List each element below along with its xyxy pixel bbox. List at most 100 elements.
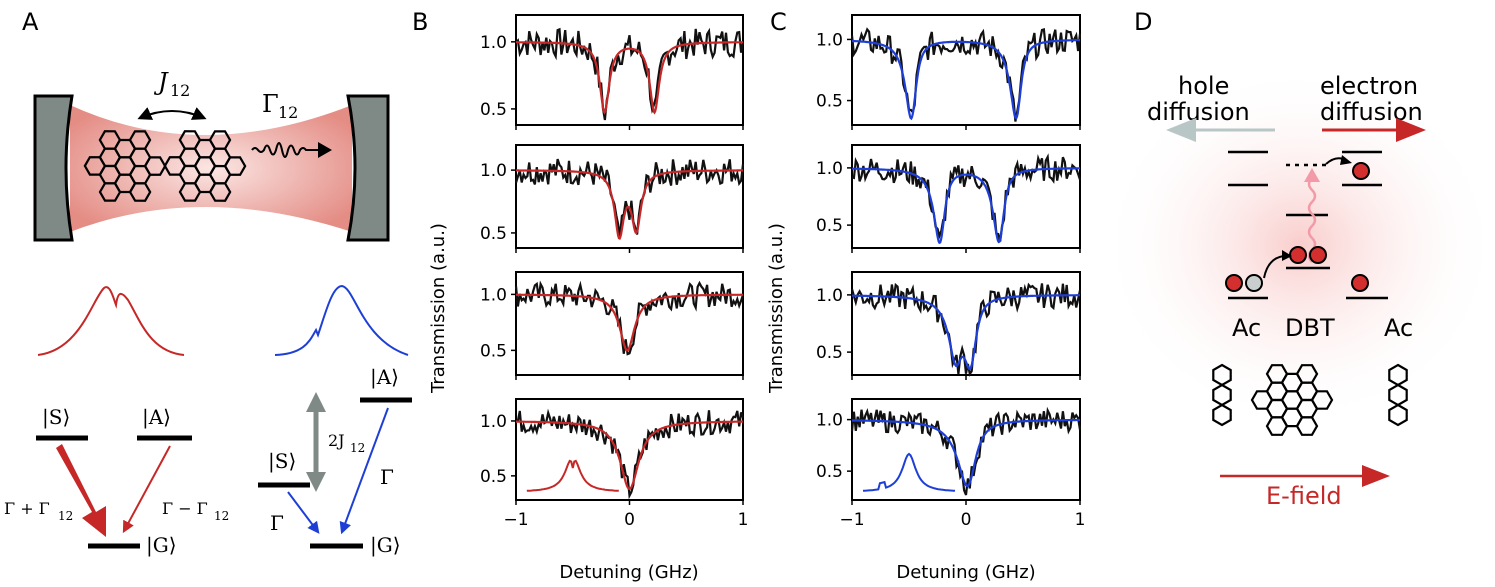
x-tick-label: 0 [961,510,972,530]
right-mirror [346,94,390,242]
fit-series [851,418,1080,488]
y-tick-label: 1.0 [816,30,843,50]
fit-series [852,39,1080,121]
y-tick-label: 0.5 [816,216,843,236]
panel-b: B 0.5 1.0 0.5 1.0 0.5 1.0 0.5 1.0 −1 0 1 Transmiss… [412,8,748,583]
label-g-right: |G⟩ [370,533,401,558]
plot-frame [515,144,744,249]
photon-arrowhead [1304,168,1320,182]
panel-b-letter: B [412,8,428,36]
y-tick-label: 1.0 [816,411,843,431]
decay-label: Γ [262,90,279,118]
decay-arrowhead [318,142,332,158]
y-tick-label: 1.0 [480,161,507,181]
y-tick-label: 1.0 [816,286,843,306]
y-tick-label: 0.5 [480,341,507,361]
transfer-arrow-left [1263,255,1285,279]
electron-dbt-2 [1309,246,1327,264]
gamma-label-long: Γ [380,465,394,489]
electron-arrowhead [1396,118,1426,142]
plot-frame [851,14,1081,126]
electron-ac-right [1351,274,1369,292]
hole-label-1: hole [1178,72,1229,100]
decay-wave [251,142,318,158]
data-series [514,280,745,356]
efield-label: E-field [1266,482,1342,510]
fit-series [852,167,1080,245]
decay-subscript: 12 [278,103,298,122]
fast-decay-arrow [56,444,106,537]
panel-c-ylabel: Transmission (a.u.) [766,223,787,394]
panel-c: C 0.5 1.0 0.5 1.0 0.5 1.0 0.5 1.0 −1 0 1 Transmiss… [766,8,1085,583]
panel-c-letter: C [770,8,787,36]
data-series [851,153,1082,242]
x-tick-label: 1 [738,510,749,530]
panel-b-xlabel: Detuning (GHz) [559,562,698,583]
y-tick-label: 1.0 [480,412,507,432]
fit-series [516,169,743,241]
label-g-left: |G⟩ [146,533,177,558]
blue-decay-long [339,407,389,535]
y-tick-label: 0.5 [480,467,507,487]
dbt-label: DBT [1285,314,1335,342]
plot-frame [515,271,744,376]
antisymmetric-spectrum [274,284,409,356]
electron-label-2: diffusion [1320,98,1423,126]
electron-label-1: electron [1320,72,1418,100]
inset-lineshape [526,459,619,492]
panel-b-ylabel: Transmission (a.u.) [428,223,449,394]
hole-ac-left [1245,274,1263,292]
transfer-arrowhead-right [1340,155,1352,165]
panel-b-plots: 0.5 1.0 0.5 1.0 0.5 1.0 0.5 1.0 −1 0 1 [480,14,749,530]
efield-arrowhead [1362,465,1390,487]
x-tick-label: 0 [624,510,635,530]
coupling-subscript: 12 [170,81,190,100]
transfer-arrowhead-left [1282,250,1292,261]
fit-series [516,293,743,352]
x-tick-label: −1 [503,510,528,530]
panel-c-xlabel: Detuning (GHz) [896,562,1035,583]
x-tick-label: −1 [839,510,864,530]
y-tick-label: 0.5 [816,92,843,112]
rate-plus-label: Γ + Γ [4,499,50,518]
rate-minus-label: Γ − Γ [162,499,208,518]
data-series [850,282,1082,377]
electron-ac-left [1225,274,1243,292]
panel-c-plots: 0.5 1.0 0.5 1.0 0.5 1.0 0.5 1.0 −1 0 1 [816,14,1086,530]
panel-a: A J 12 Γ 12 |S⟩ |A⟩ |G⟩ Γ + Γ 12 Γ [4,8,412,558]
fit-series [516,420,743,491]
ac-right-label: Ac [1384,314,1413,342]
gamma-label-short: Γ [270,511,284,535]
y-tick-label: 1.0 [816,159,843,179]
symmetric-spectrum [37,286,185,356]
rate-minus-sub: 12 [214,509,229,523]
electron-dbt-1 [1289,246,1307,264]
panel-d: D hole diffusion electron diffusion [1100,8,1495,510]
x-tick-label: 1 [1075,510,1086,530]
inset-lineshape [862,452,956,492]
label-a-right: |A⟩ [370,365,399,390]
y-tick-label: 0.5 [480,224,507,244]
left-mirror [33,94,74,242]
splitting-label: 2J [328,431,345,450]
blue-decay-short [287,491,320,534]
panel-d-letter: D [1134,8,1152,36]
cavity-beam [70,105,352,232]
y-tick-label: 0.5 [480,100,507,120]
data-series [515,27,745,121]
hole-arrowhead [1166,118,1196,142]
energy-glow [1100,65,1495,425]
data-series [850,27,1082,122]
label-s-right: |S⟩ [268,449,296,474]
label-a-left: |A⟩ [142,405,171,430]
y-tick-label: 1.0 [480,285,507,305]
label-s-left: |S⟩ [42,405,70,430]
fit-series [516,41,743,115]
y-tick-label: 1.0 [480,33,507,53]
slow-decay-arrow [122,445,171,534]
data-series [514,158,745,237]
splitting-sub: 12 [350,441,365,455]
y-tick-label: 0.5 [816,343,843,363]
coupling-arrow [137,107,207,120]
y-tick-label: 0.5 [816,462,843,482]
